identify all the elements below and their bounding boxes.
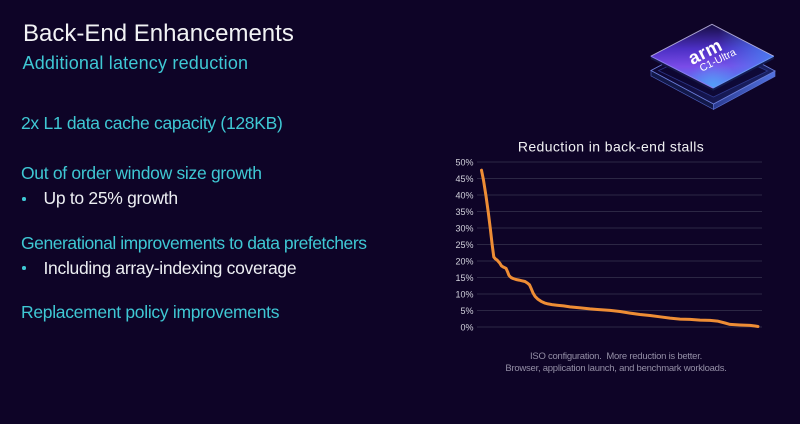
svg-text:30%: 30% [455,223,473,233]
svg-text:10%: 10% [455,289,473,299]
svg-text:50%: 50% [455,157,473,167]
svg-text:Reduction in back-end stalls: Reduction in back-end stalls [518,138,704,154]
svg-text:40%: 40% [455,190,473,200]
svg-text:45%: 45% [455,174,473,184]
svg-text:0%: 0% [460,322,473,332]
svg-text:35%: 35% [455,207,473,217]
svg-text:15%: 15% [455,273,473,283]
svg-text:25%: 25% [455,240,473,250]
svg-text:5%: 5% [460,306,473,316]
svg-text:20%: 20% [455,256,473,266]
